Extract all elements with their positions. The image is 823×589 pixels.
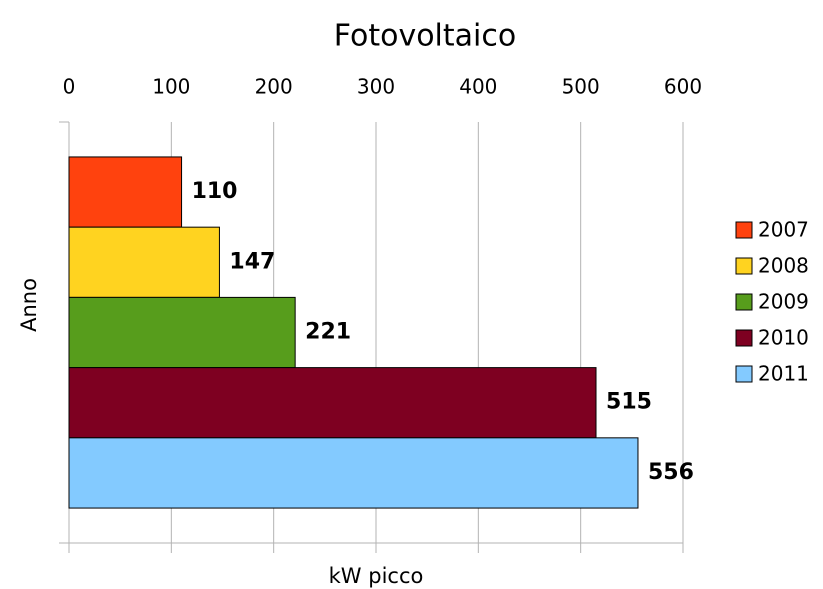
chart-title: Fotovoltaico (334, 19, 516, 54)
legend-swatch (735, 257, 753, 275)
legend-swatch (735, 221, 753, 239)
data-label: 110 (192, 179, 238, 204)
bar (68, 226, 220, 298)
legend-swatch (735, 329, 753, 347)
x-tick-label: 100 (152, 75, 190, 99)
data-label: 556 (648, 460, 694, 485)
bar (68, 437, 639, 509)
x-axis-label: kW picco (329, 564, 424, 588)
legend-swatch (735, 293, 753, 311)
legend-label: 2008 (758, 254, 809, 278)
x-tick-label: 200 (255, 75, 293, 99)
y-axis-label: Anno (17, 278, 41, 332)
x-tick-label: 500 (562, 75, 600, 99)
legend-label: 2009 (758, 290, 809, 314)
x-tick-label: 300 (357, 75, 395, 99)
legend-label: 2010 (758, 326, 809, 350)
data-label: 515 (606, 390, 652, 415)
data-label: 147 (229, 249, 275, 274)
x-tick-label: 600 (664, 75, 702, 99)
legend-label: 2011 (758, 362, 809, 386)
bar (68, 367, 597, 439)
legend-label: 2007 (758, 218, 809, 242)
bar (68, 296, 296, 369)
x-tick-label: 0 (63, 75, 76, 99)
data-label: 221 (305, 320, 351, 345)
bar (68, 156, 183, 228)
x-tick-label: 400 (459, 75, 497, 99)
legend-swatch (735, 365, 753, 383)
